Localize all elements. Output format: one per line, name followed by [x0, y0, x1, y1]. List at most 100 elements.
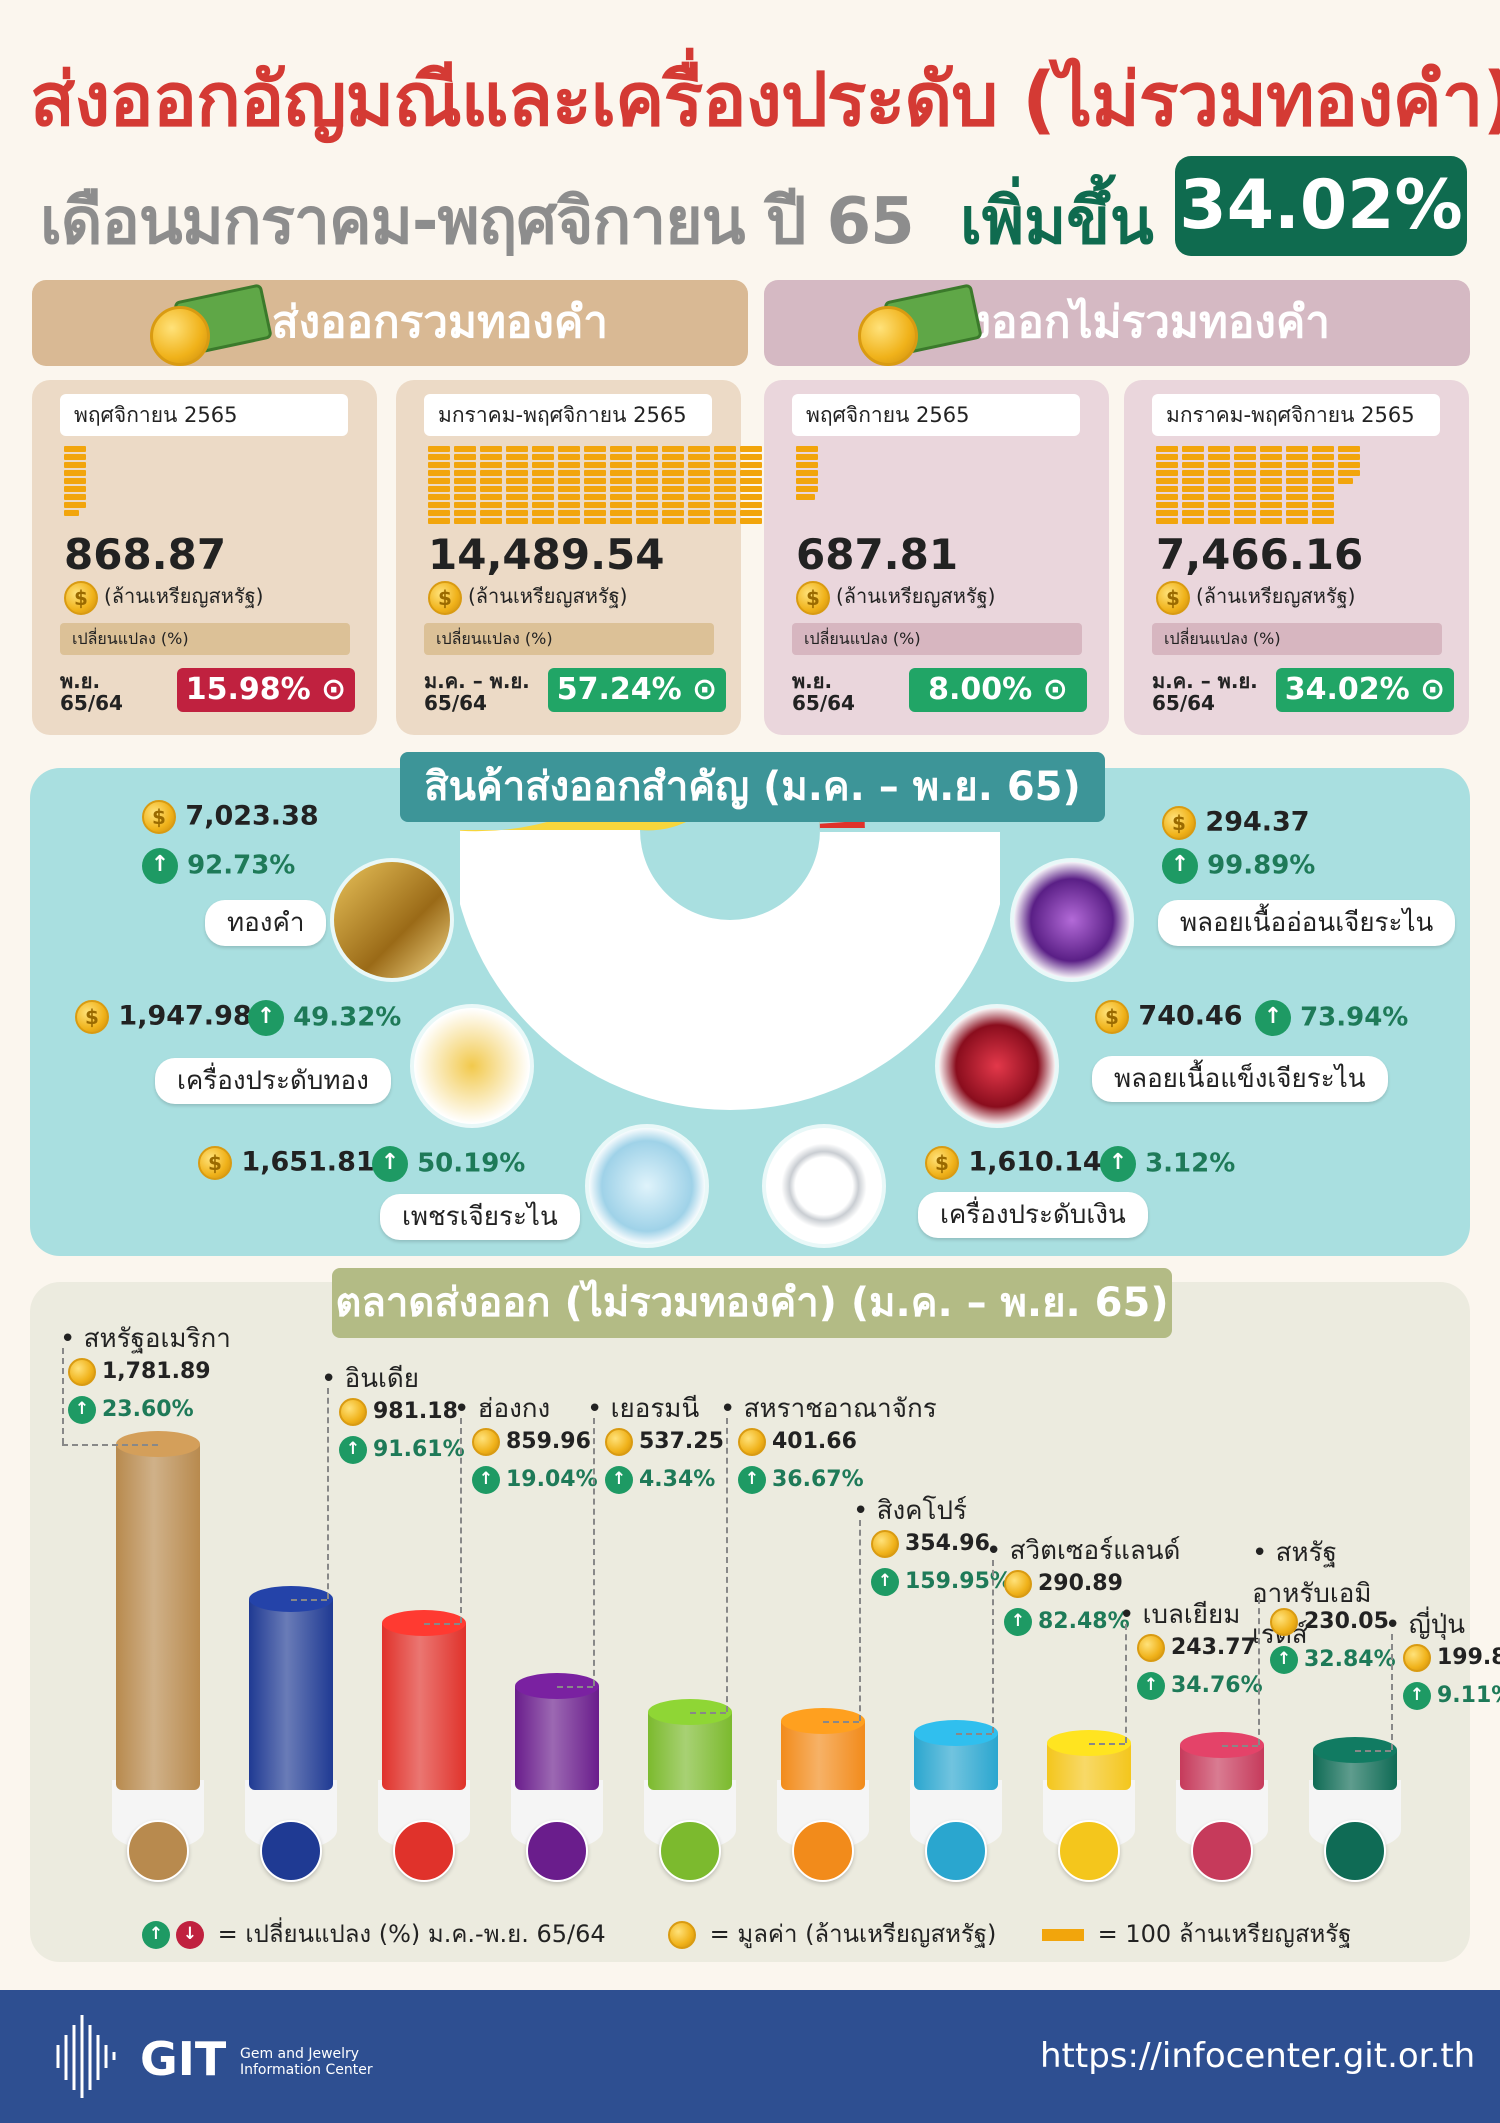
- unit-bar: [558, 510, 580, 516]
- dollar-coin-icon: $: [925, 1146, 959, 1180]
- unit-bar: [636, 494, 658, 500]
- git-logo-icon: [56, 2015, 116, 2098]
- market-pct-label: ↑9.11%: [1403, 1682, 1500, 1710]
- unit-bar: [1312, 494, 1334, 500]
- unit-bar: [64, 446, 86, 452]
- market-value-label: 1,781.89: [68, 1358, 211, 1386]
- unit-bar: [454, 510, 476, 516]
- unit-bar: [1286, 510, 1308, 516]
- unit-bar: [532, 518, 554, 524]
- unit-bar: [1234, 518, 1256, 524]
- unit-bar: [610, 478, 632, 484]
- unit-bar: [584, 486, 606, 492]
- product-value-gold-jewelry: $ 1,947.98: [75, 1000, 252, 1034]
- unit-bar: [688, 462, 710, 468]
- footer-url[interactable]: https://infocenter.git.or.th: [1040, 2036, 1476, 2076]
- unit-bar: [1156, 502, 1178, 508]
- unit-bar: [1286, 494, 1308, 500]
- unit-bar: [1208, 486, 1230, 492]
- unit-bar: [480, 470, 502, 476]
- leader-line: [557, 1685, 593, 1688]
- arrow-up-icon: ↑: [605, 1466, 633, 1494]
- unit-bar: [428, 486, 450, 492]
- unit-bar: [532, 502, 554, 508]
- unit-bar: [1286, 462, 1308, 468]
- country-flag-icon: [260, 1820, 322, 1882]
- unit-bar: [714, 510, 736, 516]
- market-pct-label: ↑ 34.76%: [1137, 1672, 1263, 1700]
- market-pct-label: ↑ 159.95%: [871, 1568, 1012, 1596]
- unit-bar: [1260, 494, 1282, 500]
- unit-bar: [714, 518, 736, 524]
- unit-bar: [714, 470, 736, 476]
- arrow-up-icon: ↑: [472, 1466, 500, 1494]
- unit-bar: [740, 502, 762, 508]
- unit-bar: [1312, 510, 1334, 516]
- unit-bar: [662, 486, 684, 492]
- unit-bar: [714, 446, 736, 452]
- unit-bar: [1182, 510, 1204, 516]
- product-pct-gold: ↑ 92.73%: [142, 848, 295, 884]
- leader-line: [1125, 1624, 1127, 1743]
- unit-bar: [506, 454, 528, 460]
- change-label: เปลี่ยนแปลง (%): [1152, 623, 1442, 655]
- unit-bar: [1260, 454, 1282, 460]
- product-pct-hard-gems: ↑ 73.94%: [1255, 1000, 1408, 1036]
- unit-bar: [558, 446, 580, 452]
- arrow-up-icon: ⊙: [1420, 672, 1446, 707]
- unit-bar: [506, 518, 528, 524]
- unit-bar: [584, 478, 606, 484]
- arrow-up-icon: ↑: [1270, 1646, 1298, 1674]
- product-pct-soft-gems: ↑ 99.89%: [1162, 848, 1315, 884]
- card-value: 687.81: [796, 530, 959, 579]
- unit-bar: [1182, 462, 1204, 468]
- product-label-gold: ทองคำ: [205, 900, 327, 946]
- unit-bar: [506, 502, 528, 508]
- market-country-label: • อินเดีย: [321, 1364, 419, 1394]
- leader-line: [62, 1348, 64, 1444]
- market-country-label: • สิงคโปร์: [853, 1496, 967, 1526]
- unit-bar: [1234, 510, 1256, 516]
- card-unit: $ (ล้านเหรียญสหรัฐ): [796, 580, 995, 615]
- leader-line: [690, 1711, 726, 1714]
- unit-bar: [1156, 518, 1178, 524]
- unit-bar: [796, 494, 816, 500]
- market-pct-label: ↑ 23.60%: [68, 1396, 194, 1424]
- bar-unit-swatch: [1042, 1929, 1084, 1941]
- unit-bar: [454, 470, 476, 476]
- unit-bar: [1208, 462, 1230, 468]
- unit-bar: [636, 478, 658, 484]
- unit-bar: [1234, 486, 1256, 492]
- arrow-up-icon: ↑: [339, 1436, 367, 1464]
- unit-bar: [1208, 470, 1230, 476]
- unit-bar: [1338, 478, 1354, 484]
- dollar-coin-icon: [1270, 1608, 1298, 1636]
- market-bar: [116, 1443, 200, 1790]
- unit-bar: [714, 494, 736, 500]
- market-bar: [648, 1711, 732, 1790]
- unit-bar: [584, 470, 606, 476]
- card-comparison-period: พ.ย. 65/64: [792, 669, 855, 715]
- unit-bar: [584, 454, 606, 460]
- dollar-coin-icon: $: [796, 580, 830, 615]
- market-pct-label: ↑ 32.84%: [1270, 1646, 1396, 1674]
- unit-bar: [584, 494, 606, 500]
- unit-bar: [1260, 470, 1282, 476]
- unit-bar: [1208, 478, 1230, 484]
- leader-line: [823, 1720, 859, 1723]
- market-bar: [515, 1685, 599, 1790]
- unit-bar: [610, 518, 632, 524]
- unit-bar: [64, 478, 86, 484]
- unit-bar: [64, 494, 86, 500]
- unit-bar: [1260, 510, 1282, 516]
- ruby-image: [935, 1004, 1059, 1128]
- leader-line: [859, 1520, 861, 1721]
- card-period-label: พฤศจิกายน 2565: [792, 394, 1080, 436]
- card-period-label: มกราคม-พฤศจิกายน 2565: [424, 394, 712, 436]
- unit-bar: [532, 486, 554, 492]
- change-badge: 15.98% ⊙: [177, 668, 355, 712]
- unit-bar: [454, 478, 476, 484]
- unit-bar: [796, 486, 818, 492]
- products-donut-chart: [460, 820, 1000, 1110]
- unit-bar: [532, 478, 554, 484]
